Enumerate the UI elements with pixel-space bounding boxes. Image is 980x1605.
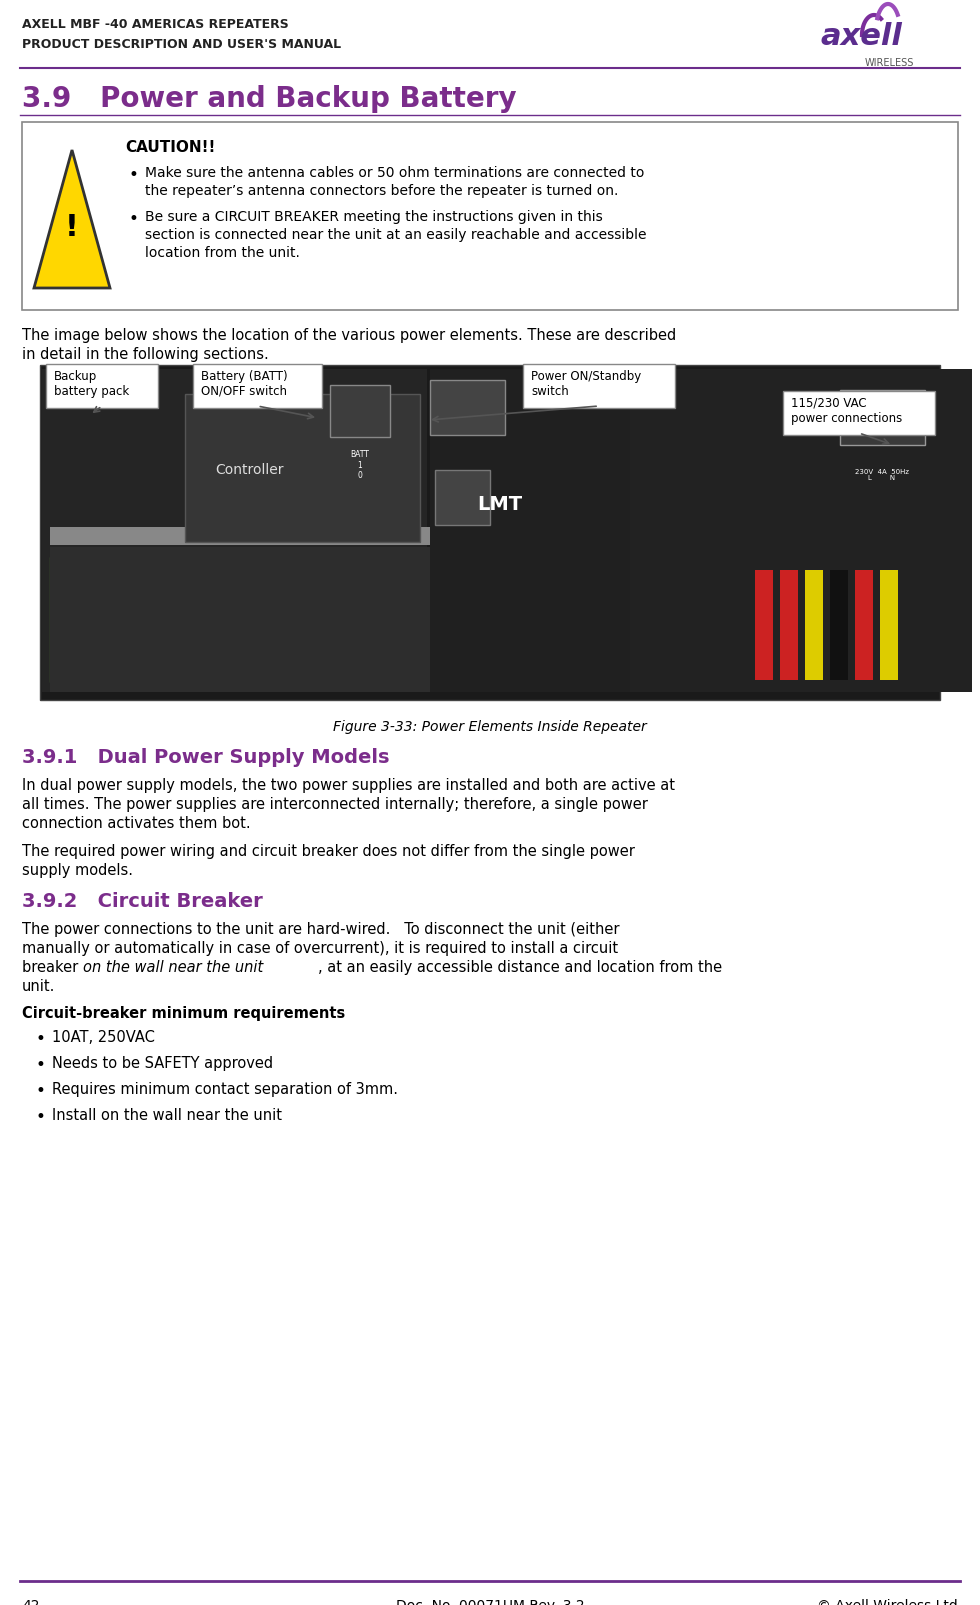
FancyBboxPatch shape (430, 380, 505, 435)
FancyBboxPatch shape (330, 385, 390, 437)
FancyBboxPatch shape (50, 557, 190, 682)
FancyBboxPatch shape (185, 393, 420, 542)
FancyBboxPatch shape (780, 570, 798, 681)
Text: CAUTION!!: CAUTION!! (125, 140, 216, 156)
Text: •: • (35, 1056, 45, 1074)
FancyBboxPatch shape (630, 369, 972, 692)
Text: •: • (35, 1030, 45, 1048)
Text: , at an easily accessible distance and location from the: , at an easily accessible distance and l… (318, 960, 722, 974)
Text: Doc. No. 00071UM Rev. 3.2: Doc. No. 00071UM Rev. 3.2 (396, 1599, 584, 1605)
Text: !: ! (65, 212, 79, 241)
Text: Battery (BATT)
ON/OFF switch: Battery (BATT) ON/OFF switch (201, 371, 287, 398)
Text: Figure 3-33: Power Elements Inside Repeater: Figure 3-33: Power Elements Inside Repea… (333, 721, 647, 733)
FancyBboxPatch shape (50, 547, 435, 692)
FancyBboxPatch shape (523, 364, 675, 408)
FancyBboxPatch shape (40, 364, 940, 700)
Text: LMT: LMT (477, 496, 522, 515)
FancyBboxPatch shape (22, 122, 958, 310)
Text: 3.9.2   Circuit Breaker: 3.9.2 Circuit Breaker (22, 892, 263, 912)
Text: section is connected near the unit at an easily reachable and accessible: section is connected near the unit at an… (145, 228, 647, 242)
Text: 3.9.1   Dual Power Supply Models: 3.9.1 Dual Power Supply Models (22, 748, 389, 767)
Text: supply models.: supply models. (22, 863, 133, 878)
Text: Power ON/Standby
switch: Power ON/Standby switch (531, 371, 641, 398)
Text: •: • (35, 1082, 45, 1099)
FancyBboxPatch shape (87, 578, 113, 672)
Text: Needs to be SAFETY approved: Needs to be SAFETY approved (52, 1056, 273, 1071)
Text: The power connections to the unit are hard-wired.   To disconnect the unit (eith: The power connections to the unit are ha… (22, 921, 619, 937)
Text: •: • (35, 1107, 45, 1127)
Text: The required power wiring and circuit breaker does not differ from the single po: The required power wiring and circuit br… (22, 844, 635, 859)
Text: 3.9   Power and Backup Battery: 3.9 Power and Backup Battery (22, 85, 516, 112)
Text: axell: axell (820, 22, 902, 51)
Text: unit.: unit. (22, 979, 56, 993)
FancyBboxPatch shape (46, 364, 158, 408)
FancyBboxPatch shape (50, 526, 435, 546)
Text: Make sure the antenna cables or 50 ohm terminations are connected to: Make sure the antenna cables or 50 ohm t… (145, 165, 645, 180)
Text: 10AT, 250VAC: 10AT, 250VAC (52, 1030, 155, 1045)
FancyBboxPatch shape (805, 570, 823, 681)
FancyBboxPatch shape (54, 578, 80, 672)
Text: WIRELESS: WIRELESS (865, 58, 914, 67)
Polygon shape (34, 149, 110, 287)
Text: the repeater’s antenna connectors before the repeater is turned on.: the repeater’s antenna connectors before… (145, 185, 618, 197)
FancyBboxPatch shape (783, 392, 935, 435)
Text: location from the unit.: location from the unit. (145, 246, 300, 260)
FancyBboxPatch shape (430, 369, 630, 692)
Text: Install on the wall near the unit: Install on the wall near the unit (52, 1107, 282, 1123)
Text: connection activates them bot.: connection activates them bot. (22, 815, 251, 831)
Text: PRODUCT DESCRIPTION AND USER'S MANUAL: PRODUCT DESCRIPTION AND USER'S MANUAL (22, 39, 341, 51)
FancyBboxPatch shape (120, 578, 146, 672)
Text: Controller: Controller (215, 462, 283, 477)
FancyBboxPatch shape (840, 390, 925, 445)
Text: Be sure a CIRCUIT BREAKER meeting the instructions given in this: Be sure a CIRCUIT BREAKER meeting the in… (145, 210, 603, 225)
FancyBboxPatch shape (42, 369, 427, 692)
Text: In dual power supply models, the two power supplies are installed and both are a: In dual power supply models, the two pow… (22, 778, 675, 793)
Text: Backup
battery pack: Backup battery pack (54, 371, 129, 398)
Text: © Axell Wireless Ltd: © Axell Wireless Ltd (817, 1599, 958, 1605)
Text: manually or automatically in case of overcurrent), it is required to install a c: manually or automatically in case of ove… (22, 941, 618, 957)
Text: •: • (128, 210, 138, 228)
Text: 42: 42 (22, 1599, 39, 1605)
Text: 230V  4A  50Hz
L        N: 230V 4A 50Hz L N (855, 469, 909, 482)
FancyBboxPatch shape (193, 364, 322, 408)
Text: The image below shows the location of the various power elements. These are desc: The image below shows the location of th… (22, 327, 676, 343)
Text: BATT
1
0: BATT 1 0 (351, 449, 369, 480)
Text: 115/230 VAC
power connections: 115/230 VAC power connections (791, 396, 903, 425)
Text: all times. The power supplies are interconnected internally; therefore, a single: all times. The power supplies are interc… (22, 798, 648, 812)
FancyBboxPatch shape (435, 470, 490, 525)
Text: on the wall near the unit: on the wall near the unit (83, 960, 264, 974)
Text: •: • (128, 165, 138, 185)
Text: in detail in the following sections.: in detail in the following sections. (22, 347, 269, 363)
Text: Circuit-breaker minimum requirements: Circuit-breaker minimum requirements (22, 1006, 345, 1021)
FancyBboxPatch shape (830, 570, 848, 681)
FancyBboxPatch shape (880, 570, 898, 681)
Text: AXELL MBF -40 AMERICAS REPEATERS: AXELL MBF -40 AMERICAS REPEATERS (22, 18, 289, 30)
FancyBboxPatch shape (153, 578, 179, 672)
Text: breaker: breaker (22, 960, 83, 974)
FancyBboxPatch shape (755, 570, 773, 681)
Text: Requires minimum contact separation of 3mm.: Requires minimum contact separation of 3… (52, 1082, 398, 1096)
FancyBboxPatch shape (855, 570, 873, 681)
